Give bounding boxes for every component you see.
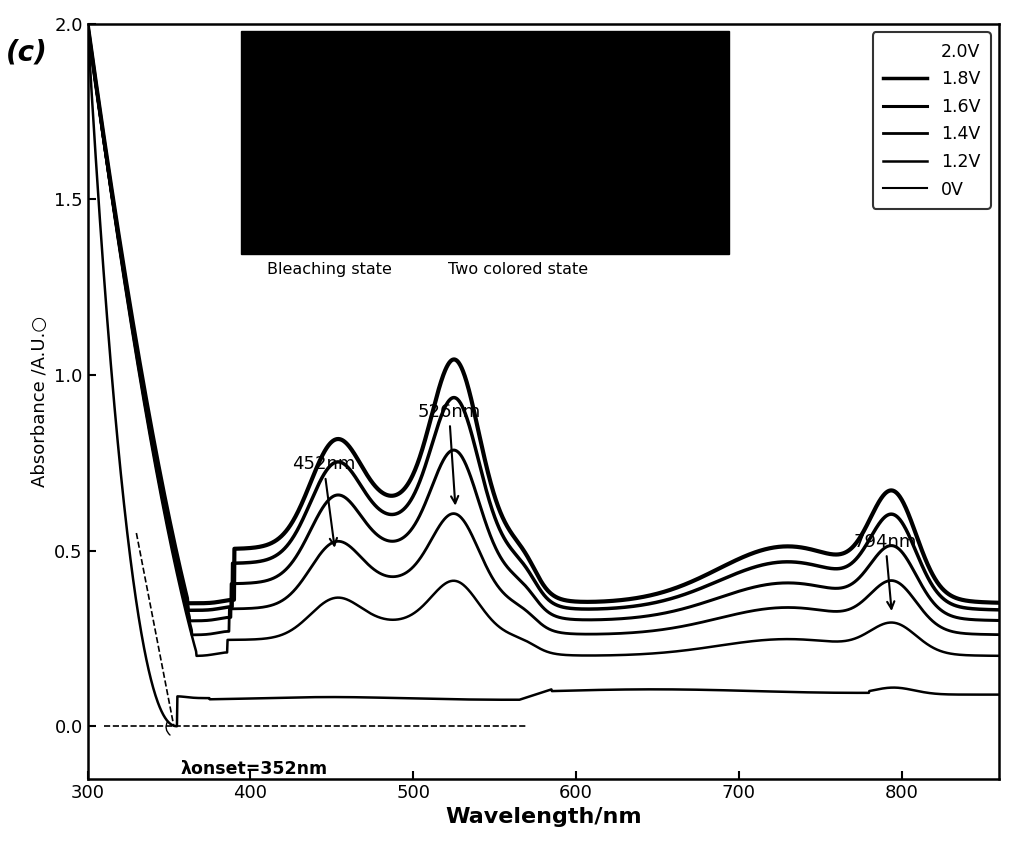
2.0V bbox=[967, 597, 979, 607]
Bar bbox=[241, 31, 728, 254]
1.8V bbox=[967, 603, 979, 614]
1.4V bbox=[81, 19, 93, 29]
1.8V bbox=[81, 19, 93, 29]
1.2V bbox=[800, 635, 812, 645]
1.6V bbox=[501, 562, 513, 572]
Text: (c): (c) bbox=[5, 39, 47, 67]
1.8V bbox=[128, 328, 140, 338]
1.6V bbox=[128, 332, 140, 342]
0V bbox=[994, 690, 1006, 700]
1.6V bbox=[967, 614, 979, 625]
Text: 452nm: 452nm bbox=[292, 455, 356, 545]
1.2V bbox=[81, 19, 93, 29]
0V bbox=[967, 690, 979, 700]
2.0V bbox=[501, 522, 513, 532]
1.4V bbox=[186, 630, 198, 640]
1.2V bbox=[967, 651, 979, 661]
1.4V bbox=[994, 630, 1006, 640]
1.8V bbox=[182, 605, 194, 615]
Text: 794nm: 794nm bbox=[853, 533, 917, 609]
Y-axis label: Absorbance /A.U.○: Absorbance /A.U.○ bbox=[30, 316, 49, 487]
0V bbox=[800, 687, 812, 697]
0V bbox=[128, 581, 140, 591]
X-axis label: Wavelength/nm: Wavelength/nm bbox=[445, 808, 642, 827]
1.4V bbox=[525, 610, 537, 620]
1.4V bbox=[967, 629, 979, 639]
1.6V bbox=[81, 19, 93, 29]
Text: λonset=352nm: λonset=352nm bbox=[181, 760, 327, 777]
Line: 1.2V: 1.2V bbox=[87, 24, 1000, 656]
0V bbox=[967, 690, 979, 700]
1.6V bbox=[525, 588, 537, 598]
1.2V bbox=[525, 639, 537, 649]
Line: 0V: 0V bbox=[87, 24, 1000, 726]
1.2V bbox=[128, 338, 140, 348]
0V bbox=[525, 691, 537, 701]
1.6V bbox=[994, 615, 1006, 625]
1.2V bbox=[967, 651, 979, 661]
Text: 526nm: 526nm bbox=[418, 403, 481, 503]
2.0V bbox=[525, 559, 537, 569]
Line: 2.0V: 2.0V bbox=[87, 24, 1000, 603]
1.2V bbox=[501, 627, 513, 637]
1.8V bbox=[501, 538, 513, 548]
1.8V bbox=[994, 605, 1006, 615]
2.0V bbox=[800, 544, 812, 554]
Line: 1.6V: 1.6V bbox=[87, 24, 1000, 621]
0V bbox=[501, 695, 513, 705]
2.0V bbox=[181, 598, 193, 609]
0V bbox=[81, 19, 93, 29]
1.6V bbox=[800, 579, 812, 589]
Line: 1.8V: 1.8V bbox=[87, 24, 1000, 610]
1.4V bbox=[501, 592, 513, 602]
2.0V bbox=[994, 598, 1006, 608]
1.8V bbox=[525, 571, 537, 581]
1.2V bbox=[190, 651, 202, 661]
1.4V bbox=[967, 629, 979, 639]
Line: 1.4V: 1.4V bbox=[87, 24, 1000, 635]
1.2V bbox=[994, 651, 1006, 661]
2.0V bbox=[967, 597, 979, 607]
1.4V bbox=[800, 603, 812, 614]
2.0V bbox=[81, 19, 93, 29]
2.0V bbox=[128, 325, 140, 335]
Text: Bleaching state: Bleaching state bbox=[267, 262, 392, 277]
0V bbox=[171, 721, 183, 731]
1.4V bbox=[128, 334, 140, 344]
1.6V bbox=[184, 616, 196, 626]
1.6V bbox=[967, 614, 979, 625]
1.8V bbox=[967, 603, 979, 614]
1.8V bbox=[800, 559, 812, 569]
Legend: 2.0V, 1.8V, 1.6V, 1.4V, 1.2V, 0V: 2.0V, 1.8V, 1.6V, 1.4V, 1.2V, 0V bbox=[873, 32, 991, 209]
Text: Two colored state: Two colored state bbox=[448, 262, 588, 277]
